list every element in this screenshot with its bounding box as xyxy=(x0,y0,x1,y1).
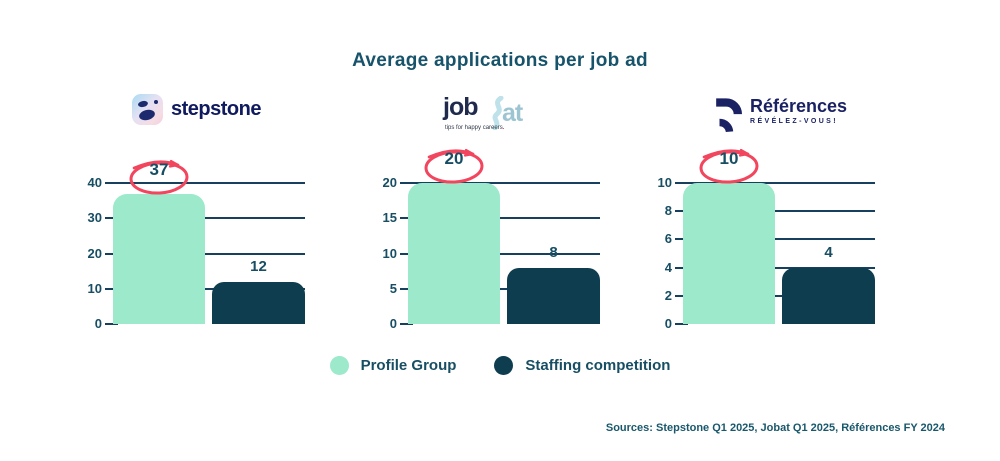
gridline xyxy=(675,266,875,269)
y-axis-tick-label: 40 xyxy=(87,174,102,190)
bar-chart-jobat: 0 5 10 15 20 8 20 xyxy=(383,148,600,331)
bar-chart-references: 0 2 4 6 8 10 4 10 xyxy=(658,148,875,331)
stepstone-icon xyxy=(132,94,163,125)
stepstone-icon-blob xyxy=(154,100,158,104)
red-circle-icon xyxy=(424,148,484,184)
gridline xyxy=(105,252,305,255)
bar-profile-group xyxy=(683,183,775,324)
gridline xyxy=(105,182,305,184)
y-axis-tick-label: 6 xyxy=(664,231,672,247)
bar-profile-group xyxy=(113,193,205,324)
circled-value-annotation: 37 xyxy=(113,158,205,196)
references-logo: Références RÉVÉLEZ-VOUS! xyxy=(712,96,847,134)
legend-swatch-mint xyxy=(329,356,349,375)
y-axis-tick-label: 20 xyxy=(87,245,102,261)
y-axis-tick-label: 2 xyxy=(664,287,672,303)
legend: Profile Group Staffing competition xyxy=(0,356,1000,375)
bar-value-label: 4 xyxy=(824,243,833,261)
y-axis-tick-label: 0 xyxy=(94,315,102,331)
references-tagline: RÉVÉLEZ-VOUS! xyxy=(750,118,838,125)
circled-value-text: 20 xyxy=(444,149,464,168)
y-axis-tick-label: 5 xyxy=(389,280,397,296)
gridline xyxy=(400,323,413,325)
legend-label: Staffing competition xyxy=(525,357,671,374)
gridline xyxy=(400,287,600,290)
legend-item-profile-group: Profile Group xyxy=(329,356,457,375)
references-r-icon xyxy=(716,98,742,133)
bar-profile-group xyxy=(408,183,500,324)
gridline xyxy=(400,217,600,220)
gridline xyxy=(105,217,305,220)
gridline xyxy=(675,238,875,241)
y-axis-tick-label: 4 xyxy=(664,259,672,275)
bar-value-label: 12 xyxy=(250,257,267,275)
red-circle-icon xyxy=(129,159,189,195)
jobat-ribbon-icon xyxy=(492,96,504,130)
legend-label: Profile Group xyxy=(360,357,457,374)
bar-staffing-competition xyxy=(212,281,305,324)
legend-item-staffing-competition: Staffing competition xyxy=(494,356,670,375)
jobat-tagline: tips for happy careers. xyxy=(445,125,505,131)
red-circle-icon xyxy=(699,148,759,184)
y-axis-tick-label: 10 xyxy=(657,174,672,190)
y-axis-tick-label: 20 xyxy=(382,174,397,190)
gridline xyxy=(675,210,875,213)
jobat-wordmark-at: at xyxy=(502,99,523,127)
gridline xyxy=(675,294,875,297)
gridline xyxy=(105,323,118,325)
gridline xyxy=(400,252,600,255)
stepstone-logo: stepstone xyxy=(132,94,261,125)
jobat-wordmark-job: job xyxy=(443,93,478,121)
y-axis-tick-label: 8 xyxy=(664,202,672,218)
y-axis-tick-label: 30 xyxy=(87,210,102,225)
chart-title: Average applications per job ad xyxy=(352,50,648,71)
jobat-tagline-dot: . xyxy=(502,125,505,131)
gridline xyxy=(675,182,875,184)
gridline xyxy=(675,323,688,325)
legend-swatch-dark xyxy=(494,356,514,375)
y-axis-tick-label: 10 xyxy=(382,245,397,261)
y-axis-tick-label: 15 xyxy=(382,210,397,225)
y-axis-tick-label: 10 xyxy=(87,280,102,296)
bar-staffing-competition xyxy=(507,267,600,324)
y-axis-tick-label: 0 xyxy=(389,315,397,331)
stepstone-icon-blob xyxy=(137,100,149,108)
circled-value-text: 37 xyxy=(149,159,169,179)
gridline xyxy=(105,287,305,290)
jobat-logo: job at tips for happy careers. xyxy=(443,93,563,135)
circled-value-annotation: 10 xyxy=(683,147,775,185)
circled-value-text: 10 xyxy=(719,149,739,168)
stepstone-wordmark: stepstone xyxy=(171,98,261,120)
y-axis-tick-label: 0 xyxy=(664,315,672,331)
bar-value-label: 8 xyxy=(549,243,558,261)
references-wordmark: Références xyxy=(750,96,848,116)
stepstone-icon-blob xyxy=(138,108,156,122)
gridline xyxy=(400,182,600,184)
circled-value-annotation: 20 xyxy=(408,147,500,185)
bar-staffing-competition xyxy=(782,267,875,324)
bar-chart-stepstone: 0 10 20 30 40 12 37 xyxy=(88,159,305,331)
sources-note: Sources: Stepstone Q1 2025, Jobat Q1 202… xyxy=(605,422,945,434)
